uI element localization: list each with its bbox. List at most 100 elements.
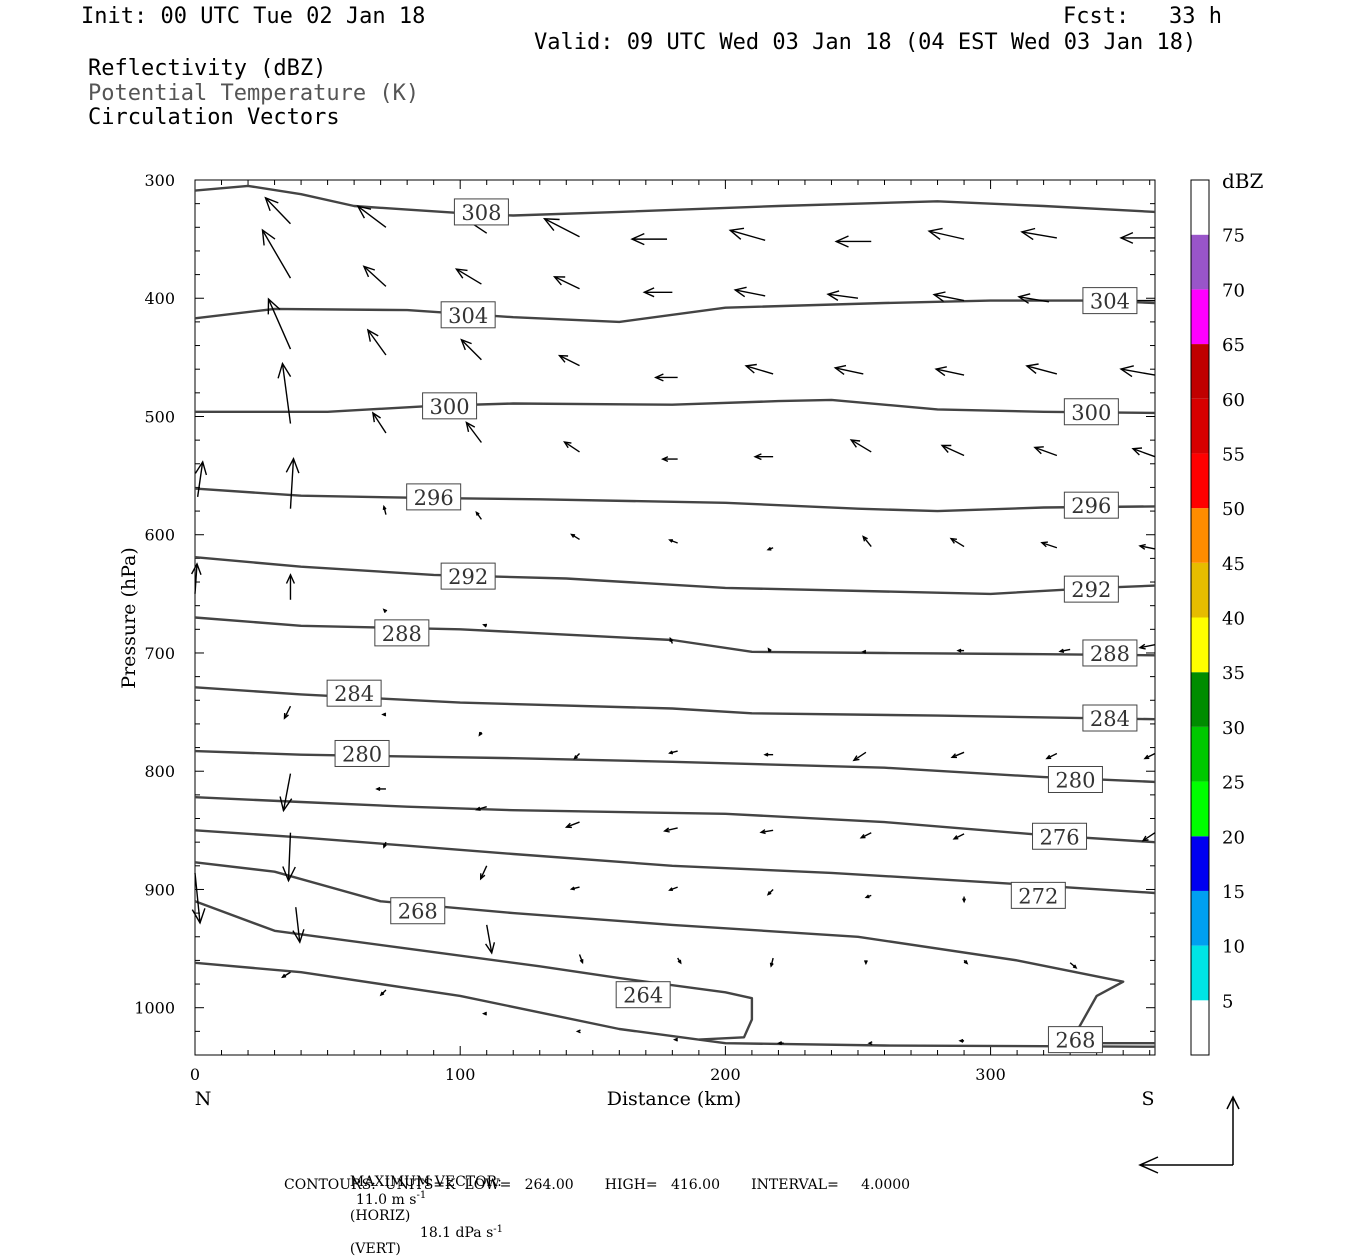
vector-shaft <box>953 833 965 840</box>
circulation-vector <box>949 537 965 548</box>
vector-head <box>382 608 388 613</box>
circulation-vector <box>264 196 291 225</box>
vector-shaft <box>853 751 867 761</box>
isentrope-label: 288 <box>1082 639 1138 667</box>
vector-head <box>669 636 674 642</box>
vector-head <box>481 1011 487 1016</box>
label-box <box>422 392 478 420</box>
circulation-vector <box>1143 752 1156 760</box>
circulation-vector <box>776 1041 784 1046</box>
circulation-vector <box>569 886 580 891</box>
colorbar-label: 60 <box>1222 390 1245 411</box>
vector-shaft <box>1026 365 1058 375</box>
isentrope-296 <box>194 487 1156 513</box>
circulation-vector <box>1138 543 1156 550</box>
vector-head <box>194 460 208 476</box>
circulation-vector <box>479 865 488 881</box>
circulation-vector <box>940 444 965 457</box>
vector-head <box>733 286 747 298</box>
colorbar-segment <box>1191 672 1209 727</box>
label-text: 296 <box>414 486 454 510</box>
circulation-vector <box>1045 752 1058 760</box>
circulation-vector <box>668 750 678 755</box>
vector-head <box>956 648 962 653</box>
vector-head <box>1138 543 1146 550</box>
vector-head <box>371 411 381 423</box>
vector-head <box>1131 447 1143 456</box>
circulation-vector <box>663 827 678 833</box>
vector-head <box>863 960 868 966</box>
isentrope-label: 300 <box>422 392 478 420</box>
circulation-vector <box>478 731 483 737</box>
label-text: 272 <box>1018 884 1058 908</box>
label-box <box>1082 704 1138 732</box>
isentrope-label: 284 <box>1082 704 1138 732</box>
vector-head <box>826 290 840 301</box>
colorbar-label: 75 <box>1222 226 1245 247</box>
circulation-vector <box>1040 541 1058 549</box>
circulation-vector <box>630 232 668 246</box>
vector-head <box>1058 648 1065 653</box>
label-box <box>440 562 496 590</box>
vector-shaft <box>486 924 493 954</box>
circulation-vector <box>834 235 872 248</box>
vector-head <box>382 504 387 511</box>
circulation-vector <box>653 373 678 382</box>
circulation-vector <box>1069 962 1078 969</box>
vector-head <box>375 786 381 792</box>
vector-head <box>1033 446 1044 455</box>
circulation-vector <box>475 511 482 520</box>
vector-shaft <box>456 268 482 285</box>
circulation-vector <box>375 786 386 792</box>
vector-head <box>482 623 488 628</box>
vector-head <box>575 1029 581 1034</box>
circulation-vector <box>261 228 292 279</box>
circulation-vector <box>668 539 678 544</box>
circulation-vector <box>1058 648 1071 653</box>
colorbar-segment <box>1191 836 1209 891</box>
colorbar-segment <box>1191 453 1209 509</box>
isentrope-300 <box>195 398 1156 415</box>
circulation-vector <box>542 218 580 238</box>
label-text: 292 <box>448 565 488 589</box>
label-text: 300 <box>1071 401 1111 425</box>
label-box <box>615 981 671 1009</box>
y-tick-label: 1000 <box>134 999 175 1018</box>
vector-head <box>383 843 387 849</box>
vector-shaft <box>1142 832 1156 842</box>
vector-shaft <box>544 218 580 238</box>
vector-head <box>542 218 560 232</box>
horiz-unit-exponent: -1 <box>416 1190 427 1201</box>
colorbar-label: 35 <box>1222 663 1245 684</box>
label-box <box>1010 881 1066 909</box>
isentrope-308 <box>194 184 1156 217</box>
vector-shaft <box>480 865 488 880</box>
isentrope-288 <box>194 616 1156 657</box>
max-vector-line: MAXIMUM VECTOR: 11.0 m s-1 (HORIZ) 18.1 … <box>341 1158 503 1257</box>
colorbar-label: 40 <box>1222 609 1245 630</box>
circulation-vector <box>1033 446 1058 457</box>
circulation-vector <box>573 752 581 760</box>
colorbar-label: 65 <box>1222 335 1245 356</box>
isentrope-label: 292 <box>1063 575 1119 603</box>
isentrope-304 <box>194 299 1156 324</box>
vector-shaft <box>745 365 774 375</box>
isentrope-label: 296 <box>1063 491 1119 519</box>
colorbar-label: 30 <box>1222 718 1245 739</box>
circulation-vector <box>728 227 766 241</box>
label-text: 296 <box>1071 494 1111 518</box>
vector-head <box>834 235 849 248</box>
vector-head <box>362 265 376 278</box>
vector-shaft <box>1018 296 1050 303</box>
vector-head <box>642 287 655 298</box>
label-box <box>453 198 509 226</box>
circulation-vector <box>833 364 864 375</box>
vector-shaft <box>196 461 204 497</box>
vector-shaft <box>476 806 487 811</box>
circulation-vector <box>283 705 292 720</box>
colorbar-label: 70 <box>1222 280 1245 301</box>
vector-head <box>833 364 847 375</box>
vector-shaft <box>1046 752 1058 760</box>
north-label: N <box>195 1088 212 1110</box>
y-tick-label: 600 <box>144 526 175 545</box>
